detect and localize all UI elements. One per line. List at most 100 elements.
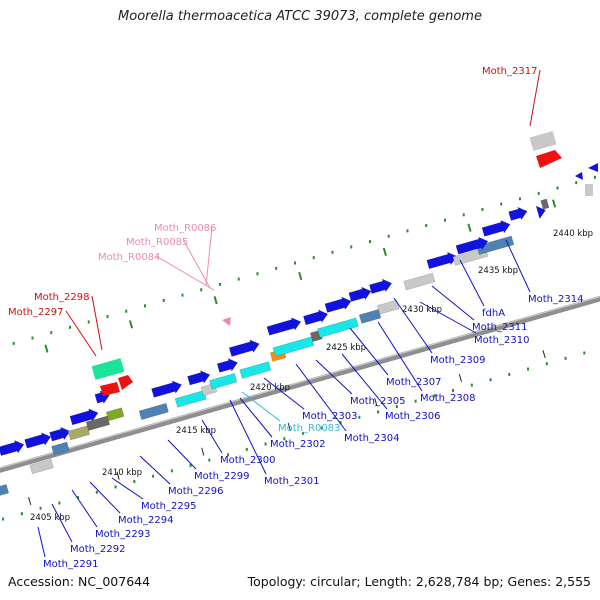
- gene-label-8: Moth_2301: [264, 476, 319, 487]
- gene-label-16: Moth_2308: [420, 393, 475, 404]
- dot-ring-1: [218, 282, 221, 286]
- gene-feature-2317b: [536, 150, 562, 168]
- gene-label-6: Moth_2299: [194, 471, 249, 482]
- gene-label-19: Moth_2311: [472, 322, 527, 333]
- dot-ring-1: [331, 250, 334, 254]
- gene-label-20: fdhA: [482, 308, 505, 319]
- leader-line-11: [263, 377, 305, 410]
- dot-ring-0: [545, 362, 548, 366]
- leader-line-12: [295, 363, 347, 432]
- leader-line-8: [229, 399, 267, 475]
- gene-label-10: Moth_R0083: [278, 423, 340, 434]
- dot-ring-0: [39, 506, 42, 510]
- gene-feature-12: [151, 380, 182, 398]
- tick-2405: [28, 497, 32, 506]
- dot-ring-1: [425, 224, 428, 228]
- gene-feature-32: [426, 251, 458, 270]
- gene-feature-ext3: [585, 184, 593, 196]
- axis-label-4: 2425 kbp: [326, 343, 366, 353]
- dot-ring-1: [237, 277, 240, 281]
- gene-feature-5: [29, 458, 54, 475]
- gene-label-22: Moth_2297: [8, 307, 63, 318]
- dot-ring-0: [283, 437, 286, 441]
- backbone-line: [0, 295, 600, 473]
- dot-ring-0: [95, 490, 98, 494]
- gene-label-5: Moth_2296: [168, 486, 223, 497]
- gene-feature-2297b: [118, 375, 133, 390]
- gene-label-9: Moth_2302: [270, 439, 325, 450]
- gene-feature-38: [535, 205, 546, 220]
- outer-tick: [44, 344, 49, 353]
- outer-tick: [382, 247, 387, 257]
- gene-label-21: Moth_2314: [528, 294, 583, 305]
- dot-ring-1: [593, 175, 596, 179]
- dot-ring-0: [583, 351, 586, 355]
- leader-line-27: [205, 226, 213, 287]
- dot-ring-1: [312, 256, 315, 260]
- gene-feature-19: [228, 339, 260, 357]
- dot-ring-1: [556, 186, 559, 190]
- gene-label-27: Moth_R0086: [154, 223, 216, 234]
- leader-line-3: [89, 481, 121, 514]
- dot-ring-1: [256, 272, 259, 276]
- gene-label-1: Moth_2292: [70, 544, 125, 555]
- dot-ring-0: [152, 474, 155, 478]
- gene-label-15: Moth_2307: [386, 377, 441, 388]
- dot-ring-0: [358, 415, 361, 419]
- gene-feature-31: [403, 272, 436, 291]
- gene-feature-r0084: [222, 317, 231, 326]
- axis-label-6: 2435 kbp: [478, 266, 518, 276]
- dot-ring-0: [170, 469, 173, 473]
- tick-2415: [201, 447, 205, 456]
- dot-ring-0: [208, 458, 211, 462]
- leader-line-23: [91, 295, 103, 351]
- map-title: Moorella thermoacetica ATCC 39073, compl…: [118, 9, 482, 24]
- gene-feature-6: [51, 441, 70, 456]
- dot-ring-0: [320, 426, 323, 430]
- gene-feature-2297a: [100, 382, 120, 396]
- gene-label-0: Moth_2291: [43, 559, 98, 570]
- outer-tick: [213, 296, 218, 305]
- dot-ring-1: [162, 299, 165, 303]
- dot-ring-1: [106, 315, 109, 319]
- dot-ring-0: [114, 485, 117, 489]
- tick-2430: [458, 373, 463, 382]
- dot-ring-1: [537, 191, 540, 195]
- dot-ring-1: [387, 234, 390, 238]
- gene-feature-37: [508, 206, 528, 221]
- leader-line-19: [431, 285, 475, 321]
- leader-line-26: [183, 240, 211, 289]
- gene-label-4: Moth_2295: [141, 501, 196, 512]
- dot-ring-0: [377, 410, 380, 414]
- gene-label-11: Moth_2303: [302, 411, 357, 422]
- dot-ring-1: [87, 320, 90, 324]
- leader-line-9: [239, 397, 273, 438]
- outer-tick: [298, 271, 303, 281]
- gene-label-14: Moth_2306: [385, 411, 440, 422]
- gene-feature-13: [174, 390, 207, 408]
- dot-ring-0: [77, 496, 80, 500]
- gene-label-17: Moth_2309: [430, 355, 485, 366]
- gene-label-25: Moth_R0084: [98, 252, 160, 263]
- gene-feature-21: [272, 336, 315, 357]
- dot-ring-1: [575, 181, 578, 185]
- dot-ring-0: [264, 442, 267, 446]
- axis-label-2: 2415 kbp: [176, 426, 216, 436]
- tick-2410: [116, 471, 120, 480]
- outer-tick: [552, 199, 557, 208]
- dot-ring-1: [50, 331, 53, 335]
- dot-ring-0: [227, 453, 230, 457]
- leader-line-10: [241, 391, 281, 422]
- leader-line-6: [167, 439, 197, 470]
- axis-label-3: 2420 kbp: [250, 383, 290, 393]
- gene-feature-34: [476, 235, 515, 255]
- outer-tick: [128, 320, 134, 329]
- gene-feature-2317a: [529, 130, 557, 152]
- leader-line-24: [529, 69, 541, 127]
- axis-label-1: 2410 kbp: [102, 468, 142, 478]
- gene-feature-29: [348, 286, 372, 302]
- dot-ring-1: [518, 197, 521, 201]
- dot-ring-0: [133, 480, 136, 484]
- dot-ring-1: [125, 309, 128, 313]
